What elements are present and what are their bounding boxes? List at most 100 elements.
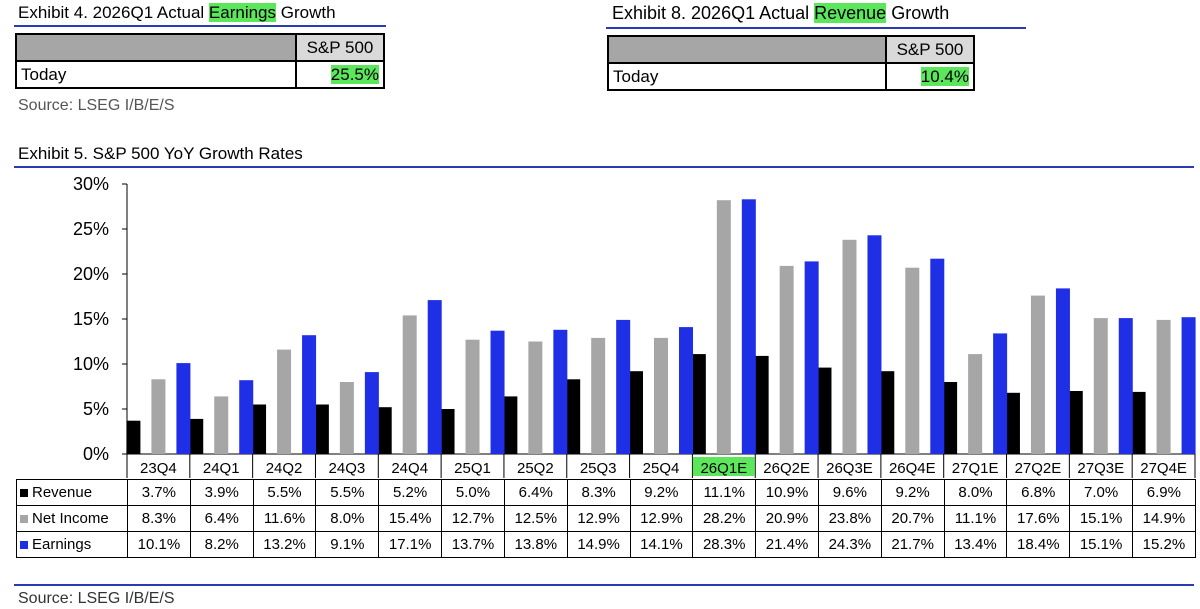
data-value-cell: 17.1% <box>378 531 443 558</box>
data-value-cell: 8.3% <box>127 505 191 532</box>
bar-net-income <box>277 349 292 454</box>
series-legend-label: Earnings <box>16 531 128 558</box>
data-value-cell: 6.4% <box>189 505 254 532</box>
bar-earnings <box>741 199 756 454</box>
category-label: 26Q4E <box>889 460 936 477</box>
data-value-cell: 17.6% <box>1006 505 1071 532</box>
category-label: 27Q1E <box>952 460 999 477</box>
exhibit4-title-prefix: Exhibit 4. 2026Q1 Actual <box>18 3 209 22</box>
exhibit5-rule <box>14 166 1194 168</box>
exhibit4-rule <box>14 25 386 27</box>
exhibit8-title: Exhibit 8. 2026Q1 Actual Revenue Growth <box>612 3 949 23</box>
data-value-cell: 8.0% <box>315 505 380 532</box>
data-table: Revenue 3.7% 3.9% 5.5% 5.5% 5.2% 5.0% 6.4% 8.3% 9… <box>16 479 1196 558</box>
data-value-cell: 5.5% <box>315 479 380 506</box>
data-value-cell: 8.0% <box>943 479 1008 506</box>
highlight-category-bg <box>692 457 755 476</box>
bar-revenue <box>440 409 455 454</box>
bar-revenue <box>1005 392 1020 454</box>
data-value-cell: 5.5% <box>252 479 317 506</box>
bar-earnings <box>553 329 568 454</box>
bar-net-income <box>465 339 480 454</box>
bar-revenue <box>943 382 958 454</box>
category-label: 25Q1 <box>454 460 491 477</box>
category-label: 24Q2 <box>266 460 303 477</box>
category-label: 24Q3 <box>329 460 366 477</box>
data-value-cell: 8.2% <box>189 531 254 558</box>
category-label: 26Q1E <box>700 460 747 477</box>
bar-net-income <box>654 337 668 454</box>
data-value-cell: 28.3% <box>692 531 757 558</box>
exhibit4-row-label: Today <box>15 60 297 89</box>
data-value-cell: 9.2% <box>880 479 945 506</box>
bar-net-income <box>968 354 983 454</box>
exhibit4-table: S&P 500 Today 25.5% <box>15 33 385 89</box>
category-label: 23Q4 <box>140 460 177 477</box>
y-tick-label: 15% <box>73 309 109 329</box>
bar-revenue <box>880 371 895 454</box>
bottom-rule <box>14 584 1194 586</box>
data-row: Revenue 3.7% 3.9% 5.5% 5.5% 5.2% 5.0% 6.4% 8.3% 9… <box>16 479 1196 506</box>
bar-revenue <box>252 404 267 454</box>
exhibit4-value-cell: 25.5% <box>295 60 385 89</box>
category-label: 27Q4E <box>1140 460 1187 477</box>
data-row: Earnings 10.1% 8.2% 13.2% 9.1% 17.1% 13.7% 13.8… <box>16 531 1196 558</box>
bar-net-income <box>402 315 417 454</box>
category-label: 27Q3E <box>1077 460 1124 477</box>
exhibit8-title-prefix: Exhibit 8. 2026Q1 Actual <box>612 3 815 23</box>
exhibit4-col-header: S&P 500 <box>295 33 385 62</box>
bar-net-income <box>214 396 229 454</box>
data-value-cell: 11.6% <box>252 505 317 532</box>
data-value-cell: 12.9% <box>629 505 694 532</box>
data-value-cell: 12.7% <box>441 505 505 532</box>
data-value-cell: 14.9% <box>1132 505 1196 532</box>
exhibit8-value: 10.4% <box>920 66 969 86</box>
legend-swatch <box>20 489 28 498</box>
bar-earnings <box>239 380 254 454</box>
data-value-cell: 20.7% <box>880 505 945 532</box>
category-label: 27Q2E <box>1015 460 1062 477</box>
bar-net-income <box>528 341 543 454</box>
category-label: 24Q4 <box>391 460 428 477</box>
y-tick-label: 0% <box>83 444 109 464</box>
data-value-cell: 23.8% <box>817 505 882 532</box>
bar-earnings <box>867 235 882 454</box>
data-value-cell: 13.7% <box>441 531 505 558</box>
bar-net-income <box>905 267 920 454</box>
data-value-cell: 12.9% <box>566 505 631 532</box>
bar-earnings <box>1055 288 1070 454</box>
bar-earnings <box>930 258 945 454</box>
data-value-cell: 13.2% <box>252 531 317 558</box>
data-value-cell: 5.0% <box>441 479 505 506</box>
bar-earnings <box>1181 317 1196 454</box>
data-value-cell: 21.7% <box>880 531 945 558</box>
data-value-cell: 20.9% <box>755 505 819 532</box>
bar-revenue <box>629 371 643 454</box>
data-value-cell: 24.3% <box>817 531 882 558</box>
data-value-cell: 10.9% <box>755 479 819 506</box>
bar-net-income <box>1030 295 1045 454</box>
source-top: Source: LSEG I/B/E/S <box>18 97 175 114</box>
exhibit4-title-suffix: Growth <box>276 3 336 22</box>
category-label: 26Q3E <box>826 460 873 477</box>
bar-net-income <box>842 239 857 454</box>
data-value-cell: 9.2% <box>629 479 694 506</box>
data-value-cell: 13.4% <box>943 531 1008 558</box>
category-label: 26Q2E <box>763 460 810 477</box>
data-value-cell: 14.1% <box>629 531 694 558</box>
y-tick-label: 5% <box>83 399 109 419</box>
bar-earnings <box>364 372 379 454</box>
exhibit8-row-label: Today <box>607 62 887 91</box>
data-value-cell: 11.1% <box>943 505 1008 532</box>
category-label: 25Q4 <box>643 460 680 477</box>
exhibit8-header-blank <box>607 35 887 64</box>
data-value-cell: 15.1% <box>1069 505 1133 532</box>
y-tick-label: 25% <box>73 219 109 239</box>
bar-revenue <box>189 418 204 454</box>
exhibit4-value: 25.5% <box>330 64 379 84</box>
source-bottom: Source: LSEG I/B/E/S <box>18 590 175 607</box>
legend-swatch <box>20 515 28 524</box>
bar-net-income <box>779 265 794 454</box>
data-value-cell: 7.0% <box>1069 479 1133 506</box>
data-value-cell: 11.1% <box>692 479 757 506</box>
